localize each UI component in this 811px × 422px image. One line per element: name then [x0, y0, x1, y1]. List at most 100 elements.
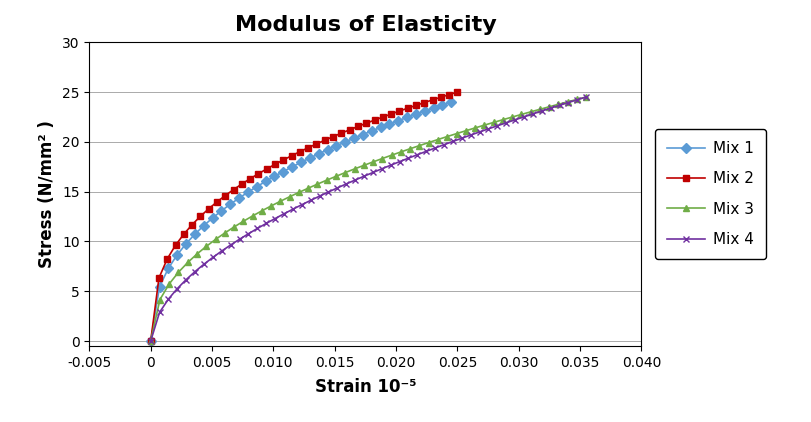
Mix 3	[266, 203, 276, 208]
Mix 3	[247, 214, 257, 219]
Mix 1	[313, 151, 323, 156]
Mix 2	[328, 134, 337, 139]
Line: Mix 4: Mix 4	[147, 94, 589, 344]
Mix 3	[526, 109, 535, 114]
Mix 4	[252, 226, 262, 231]
Mix 2	[394, 108, 404, 114]
Mix 3	[257, 208, 267, 214]
Mix 4	[350, 178, 359, 183]
Mix 4	[332, 185, 341, 190]
Mix 3	[229, 225, 238, 230]
Mix 3	[553, 102, 563, 107]
Mix 1	[349, 135, 358, 141]
Mix 3	[275, 199, 285, 204]
Mix 2	[278, 157, 288, 162]
Mix 4	[234, 237, 244, 242]
Mix 2	[418, 100, 428, 105]
Mix 2	[369, 118, 379, 123]
Mix 1	[199, 223, 208, 228]
Mix 1	[287, 164, 297, 169]
Mix 1	[234, 195, 243, 200]
Mix 4	[279, 211, 289, 216]
Mix 4	[412, 152, 422, 157]
Mix 1	[154, 284, 164, 289]
Mix 1	[322, 147, 332, 152]
Mix 2	[212, 199, 221, 204]
Mix 1	[358, 132, 367, 137]
Mix 4	[225, 242, 235, 247]
Mix 1	[419, 108, 429, 114]
Mix 1	[393, 118, 402, 123]
Mix 4	[439, 142, 448, 147]
Mix 4	[518, 114, 528, 119]
Line: Mix 1: Mix 1	[147, 98, 454, 344]
Mix 3	[210, 237, 220, 242]
Mix 4	[448, 139, 457, 144]
Mix 2	[204, 206, 213, 211]
Mix 3	[572, 97, 581, 102]
Mix 4	[376, 166, 386, 171]
Mix 2	[170, 243, 180, 248]
Mix 4	[572, 97, 581, 102]
Mix 4	[421, 149, 431, 154]
Mix 1	[305, 155, 315, 160]
Mix 4	[261, 221, 271, 226]
Mix 4	[181, 277, 191, 282]
Mix 3	[414, 143, 424, 148]
Mix 3	[321, 178, 331, 183]
Mix 4	[403, 156, 413, 161]
Legend: Mix 1, Mix 2, Mix 3, Mix 4: Mix 1, Mix 2, Mix 3, Mix 4	[654, 129, 765, 259]
Mix 3	[220, 230, 230, 235]
Mix 1	[208, 215, 217, 220]
Mix 1	[181, 241, 191, 246]
Mix 2	[353, 124, 363, 129]
Line: Mix 3: Mix 3	[147, 94, 589, 344]
Mix 3	[451, 131, 461, 136]
Mix 3	[423, 140, 433, 145]
Mix 1	[296, 160, 306, 165]
Mix 4	[190, 269, 200, 274]
Mix 4	[208, 255, 217, 260]
Mix 2	[303, 145, 313, 150]
Mix 2	[402, 106, 412, 111]
Mix 4	[315, 194, 324, 199]
Mix 2	[436, 95, 445, 100]
Mix 2	[427, 97, 437, 103]
Mix 3	[396, 149, 406, 154]
Title: Modulus of Elasticity: Modulus of Elasticity	[234, 15, 496, 35]
Mix 3	[146, 338, 156, 344]
Mix 3	[581, 95, 590, 100]
Mix 1	[172, 252, 182, 257]
Mix 2	[286, 153, 296, 158]
Mix 3	[312, 181, 322, 187]
Mix 3	[164, 281, 174, 287]
Mix 4	[367, 170, 377, 175]
Mix 2	[245, 176, 255, 181]
Mix 3	[358, 163, 368, 168]
Mix 3	[488, 120, 498, 125]
Mix 2	[178, 232, 188, 237]
Mix 4	[509, 117, 519, 122]
Mix 1	[437, 103, 447, 108]
Mix 2	[311, 141, 321, 146]
Mix 4	[155, 310, 165, 315]
Mix 3	[543, 104, 553, 109]
Mix 3	[461, 128, 470, 133]
Mix 3	[497, 117, 507, 122]
Mix 4	[217, 249, 226, 254]
Mix 4	[500, 120, 510, 125]
Mix 3	[534, 107, 544, 112]
Mix 4	[297, 202, 307, 207]
Mix 2	[386, 111, 396, 116]
Mix 3	[350, 166, 359, 171]
Mix 1	[367, 128, 376, 133]
Mix 2	[345, 127, 354, 133]
Mix 3	[182, 260, 192, 265]
Mix 1	[242, 189, 252, 195]
Mix 2	[253, 171, 263, 176]
Mix 4	[199, 262, 208, 267]
Mix 1	[251, 184, 261, 189]
Mix 2	[336, 131, 345, 136]
Mix 4	[536, 108, 546, 114]
Mix 2	[361, 121, 371, 126]
